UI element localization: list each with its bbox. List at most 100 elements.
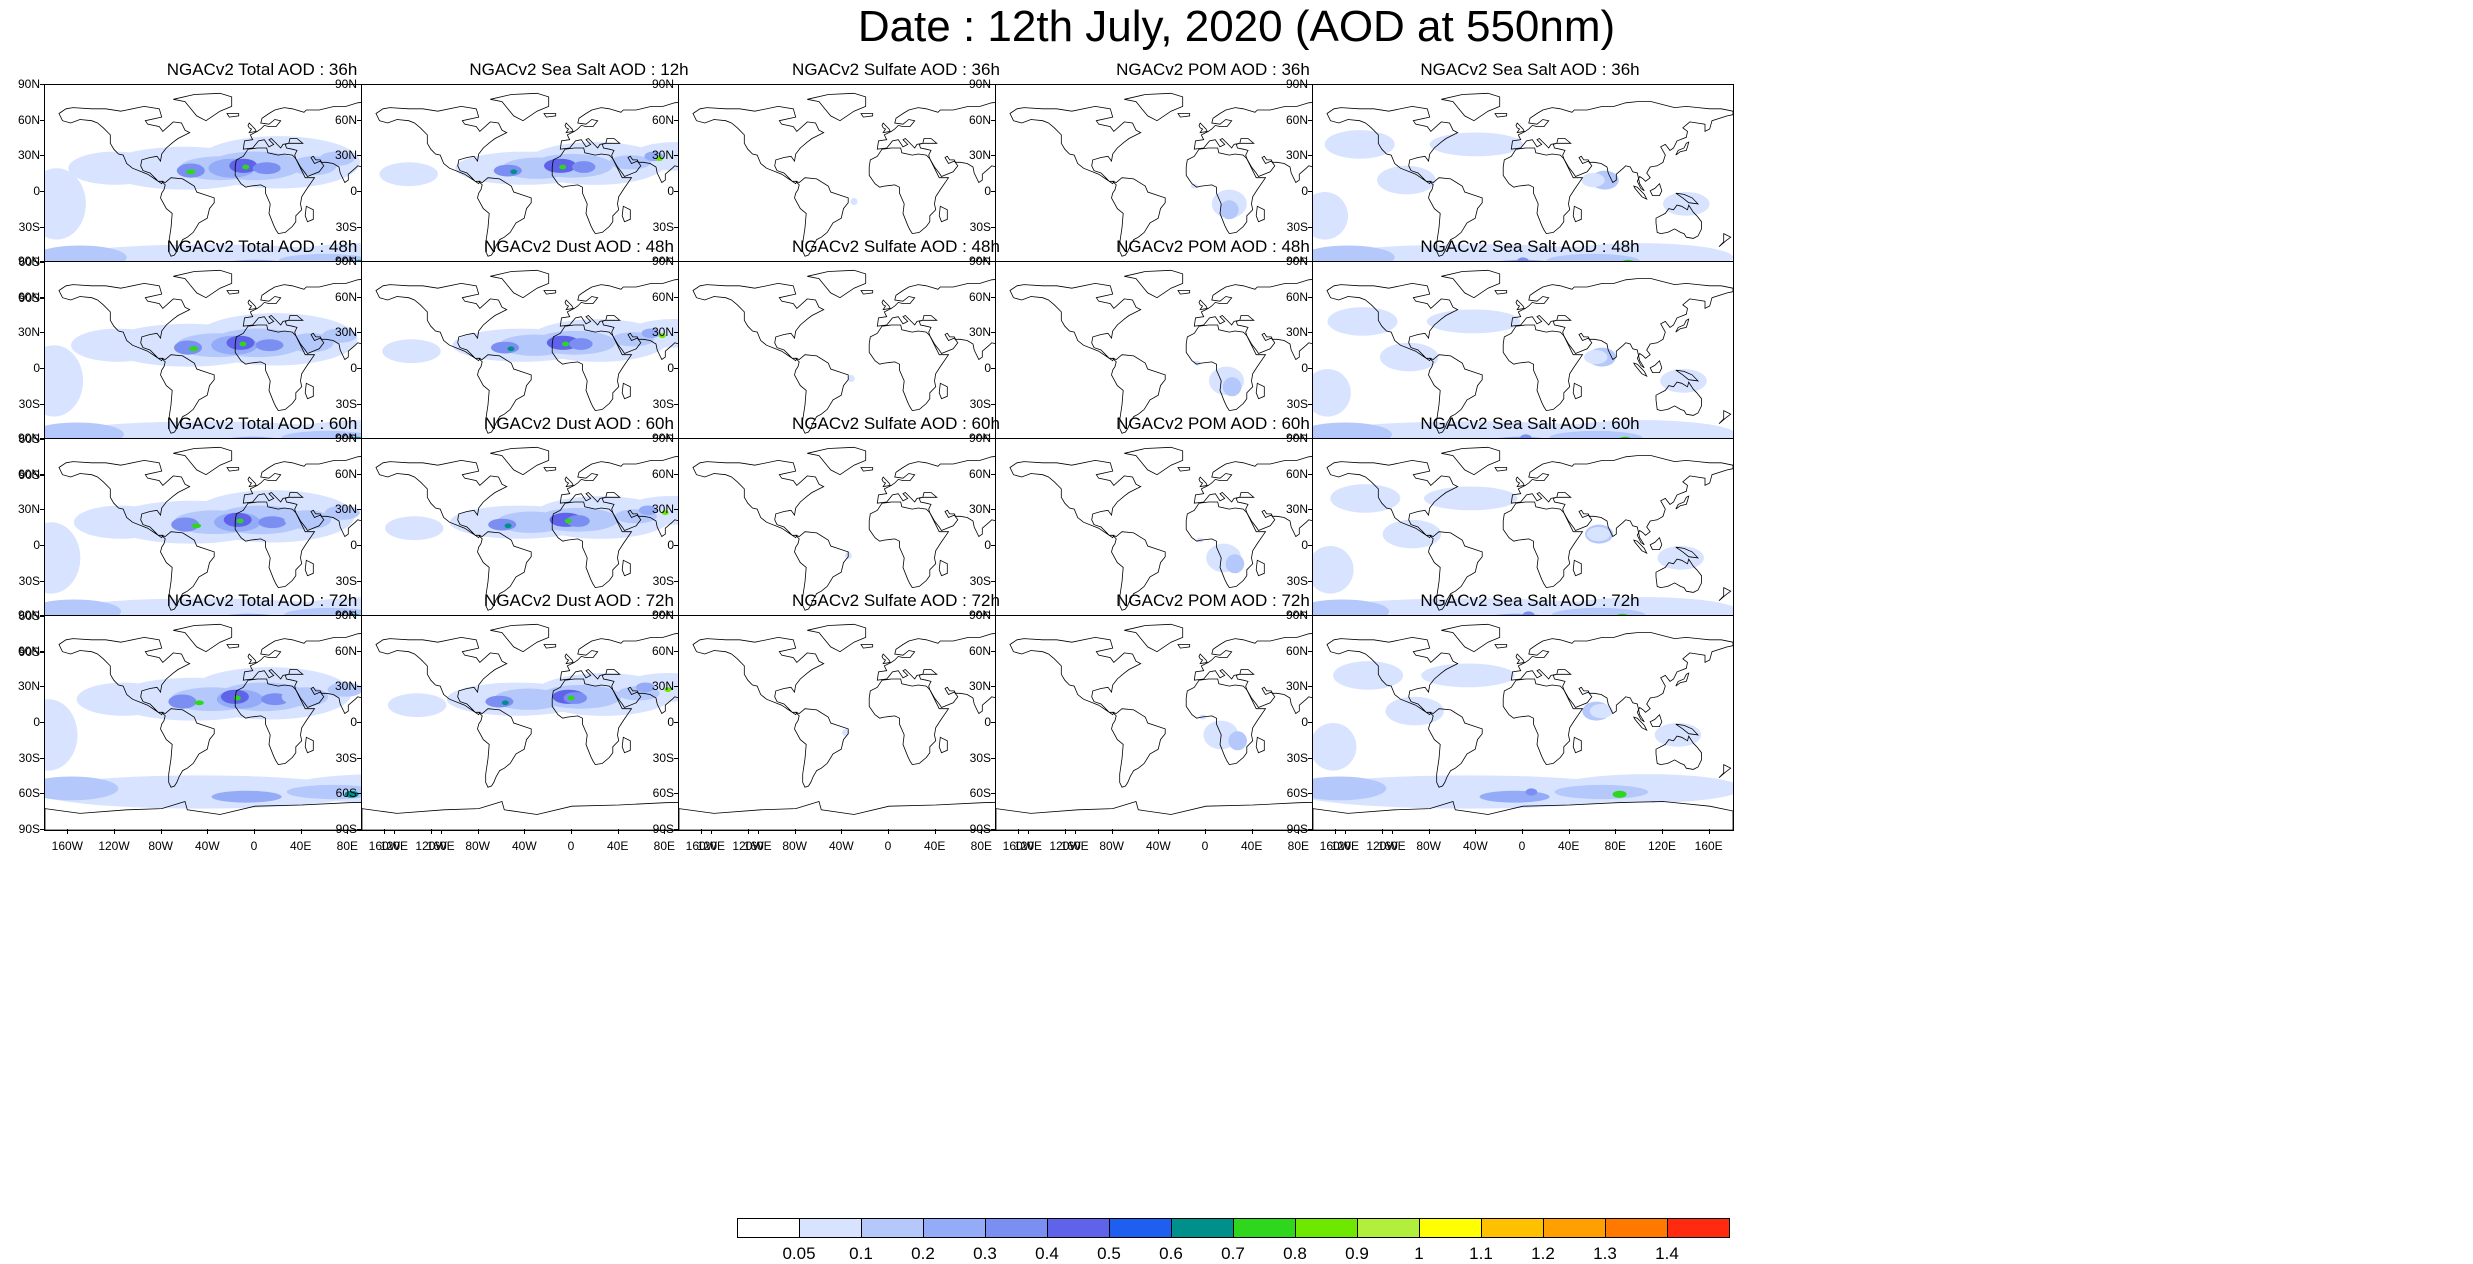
aod-shade-region — [45, 345, 84, 417]
aod-shade-region — [1228, 731, 1247, 751]
coastline — [1255, 559, 1265, 577]
latitude-label: 0 — [33, 538, 40, 552]
latitude-label: 90N — [1285, 431, 1308, 445]
latitude-tick — [674, 829, 678, 830]
coastline — [58, 105, 191, 185]
latitude-label: 30N — [651, 148, 674, 163]
latitude-label: 60S — [18, 786, 40, 801]
latitude-tick — [991, 155, 995, 157]
latitude-tick — [40, 650, 44, 652]
longitude-label: 40E — [289, 839, 312, 853]
aod-shade-region — [485, 695, 514, 708]
coastline — [1510, 101, 1733, 192]
coastline — [551, 501, 633, 589]
coastline — [551, 147, 633, 235]
latitude-label: 90N — [334, 77, 357, 91]
figure-title: Date : 12th July, 2020 (AOD at 550nm) — [857, 2, 1616, 51]
latitude-tick — [674, 722, 678, 723]
coastline — [1718, 409, 1732, 425]
coastline — [807, 446, 867, 476]
latitude-label: 90N — [651, 254, 674, 268]
latitude-tick — [1308, 615, 1312, 616]
coastline — [477, 708, 532, 788]
coastline — [860, 467, 874, 472]
panel-title: NGACv2 Dust AOD : 48h — [484, 237, 674, 256]
latitude-tick — [357, 650, 361, 652]
coastline — [938, 382, 948, 400]
longitude-label: 80E — [336, 839, 358, 853]
latitude-tick — [1308, 226, 1312, 228]
aod-shade-region — [327, 682, 363, 697]
coastline — [1009, 636, 1142, 716]
latitude-label: 30S — [18, 396, 40, 411]
latitude-tick — [1308, 650, 1312, 652]
aod-shade-region — [1426, 309, 1521, 334]
coastline — [1428, 531, 1483, 611]
coastline — [375, 459, 508, 539]
aod-shade-region — [344, 790, 359, 798]
latitude-label: 60S — [18, 432, 40, 447]
coastline — [490, 92, 550, 122]
coastline — [1198, 122, 1208, 134]
latitude-tick — [1308, 261, 1312, 262]
aod-shade-region — [174, 340, 202, 355]
coastline — [1515, 122, 1525, 134]
coastline — [247, 122, 257, 134]
latitude-label: 90S — [335, 822, 357, 836]
longitude-tick — [1298, 829, 1300, 834]
latitude-label: 30N — [17, 148, 40, 163]
longitude-label: 120W — [1049, 839, 1081, 853]
colorbar-label: 0.5 — [1097, 1244, 1121, 1263]
panel-title: NGACv2 Dust AOD : 72h — [484, 591, 674, 610]
longitude-label: 80W — [1416, 839, 1441, 853]
coastline — [1326, 282, 1459, 362]
coastline — [1632, 185, 1648, 200]
aod-shade-region — [1193, 360, 1201, 366]
latitude-tick — [357, 473, 361, 475]
coastline — [996, 800, 1416, 830]
aod-shade-region — [1330, 484, 1401, 513]
coastline — [1124, 623, 1184, 653]
longitude-tick — [160, 829, 162, 834]
aod-shade-region — [1385, 696, 1444, 726]
coastline — [1675, 495, 1690, 510]
aod-colorbar: 0.05 0.1 0.2 0.3 0.4 0.5 0.6 0.7 0.8 0.9 1 1.1 1.2 1.… — [737, 1218, 1732, 1263]
latitude-label: 60S — [969, 786, 991, 801]
longitude-tick — [1662, 829, 1663, 834]
longitude-tick — [1475, 829, 1477, 834]
latitude-label: 90S — [18, 645, 40, 659]
latitude-tick — [40, 475, 44, 476]
coastline — [173, 446, 233, 476]
coastline — [234, 501, 316, 589]
coastline — [1510, 632, 1733, 723]
coastline — [1441, 446, 1501, 476]
panel-title: NGACv2 Total AOD : 48h — [166, 237, 358, 256]
coastline — [1326, 636, 1459, 716]
aod-shade-region — [387, 693, 447, 718]
panel-title: NGACv2 Total AOD : 60h — [166, 414, 358, 433]
aod-shade-region — [1525, 788, 1538, 796]
longitude-tick — [207, 829, 209, 834]
longitude-label: 40W — [511, 839, 537, 853]
latitude-tick — [674, 650, 678, 652]
aod-shade-region — [566, 515, 590, 527]
latitude-tick — [357, 332, 361, 334]
latitude-label: 60S — [652, 786, 674, 801]
coastline — [1255, 736, 1265, 754]
latitude-tick — [1308, 545, 1312, 546]
coastline — [564, 122, 574, 134]
latitude-label: 60N — [17, 112, 40, 127]
latitude-label: 30N — [334, 325, 357, 340]
aod-shade-region — [1313, 369, 1351, 417]
latitude-tick — [674, 226, 678, 228]
coastline — [1494, 644, 1508, 649]
coastline — [1428, 177, 1483, 257]
coastline — [1515, 476, 1525, 488]
coastline — [551, 678, 633, 766]
map-frame — [1312, 615, 1734, 831]
latitude-label: 30S — [335, 219, 357, 234]
longitude-label: 120E — [379, 839, 409, 853]
latitude-tick — [1308, 580, 1312, 582]
latitude-label: 60N — [1285, 643, 1308, 658]
latitude-tick — [991, 368, 995, 369]
